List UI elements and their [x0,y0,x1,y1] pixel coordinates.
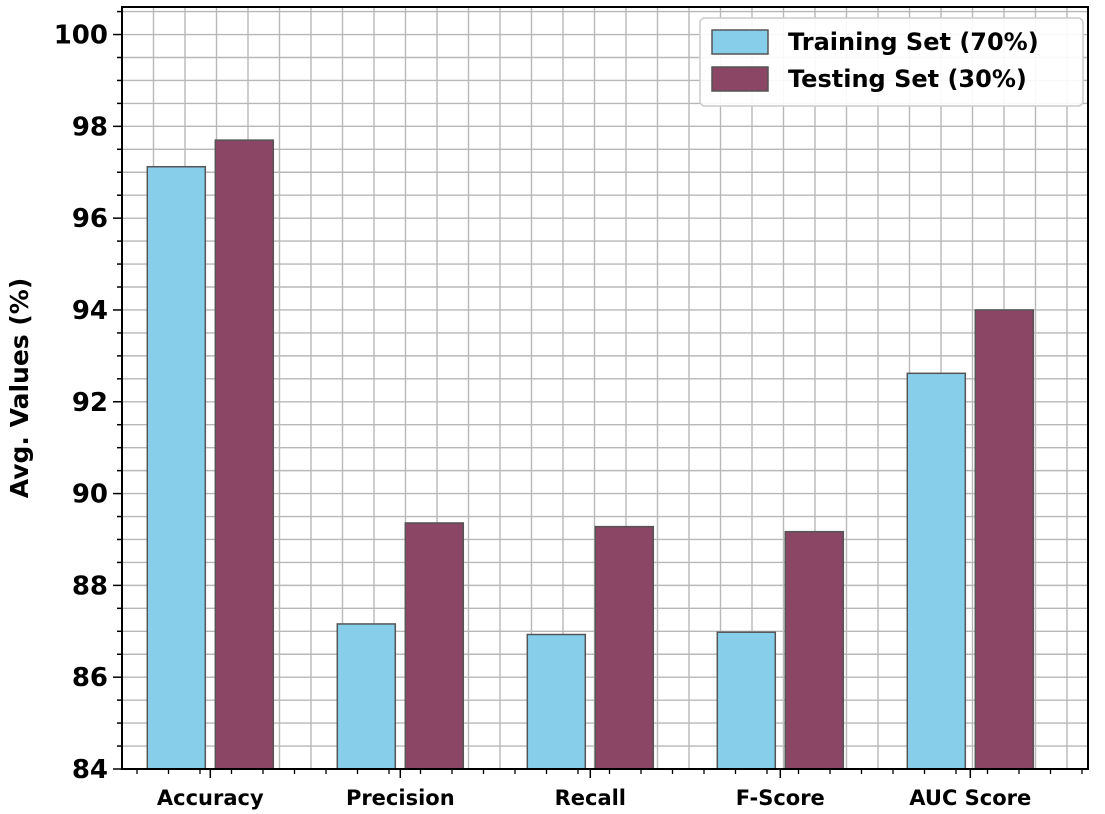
bars [146,139,1035,770]
legend-swatch [711,66,769,92]
legend-box [699,17,1084,107]
bar-accuracy-testing [214,139,275,770]
legend-swatch [711,29,769,55]
y-tick-label: 100 [54,21,108,51]
bar-auc-score-training [906,372,967,770]
y-tick-label: 86 [72,663,108,693]
bar-precision-training [336,623,397,770]
bar-auc-score-testing [974,309,1035,770]
y-tick-label: 98 [72,112,108,142]
bar-accuracy-training [146,165,207,770]
bar-f-score-testing [784,530,845,770]
legend-label: Testing Set (30%) [788,65,1027,93]
bar-recall-training [526,633,587,770]
legend-label: Training Set (70%) [788,28,1039,56]
x-axis: Accuracy Precision Recall F-Score AUC Score [136,769,1083,810]
bar-f-score-training [716,631,777,770]
y-tick-label: 90 [72,480,108,510]
x-tick-label: F-Score [736,786,825,810]
x-tick-label: Recall [555,786,626,810]
plot-frame [121,6,1089,770]
x-tick-label: Accuracy [157,786,264,810]
legend: Training Set (70%) Testing Set (30%) [699,17,1084,107]
y-axis: 84 86 88 90 92 94 96 98 100 [54,10,122,785]
y-tick-label: 92 [72,388,108,418]
y-axis-title: Avg. Values (%) [5,278,34,499]
x-tick-label: AUC Score [909,786,1031,810]
bar-recall-testing [594,525,655,770]
x-tick-label: Precision [346,786,455,810]
y-tick-label: 94 [72,296,108,326]
bar-precision-testing [404,522,465,770]
y-tick-label: 88 [72,571,108,601]
y-tick-label: 84 [72,755,108,785]
y-tick-label: 96 [72,204,108,234]
